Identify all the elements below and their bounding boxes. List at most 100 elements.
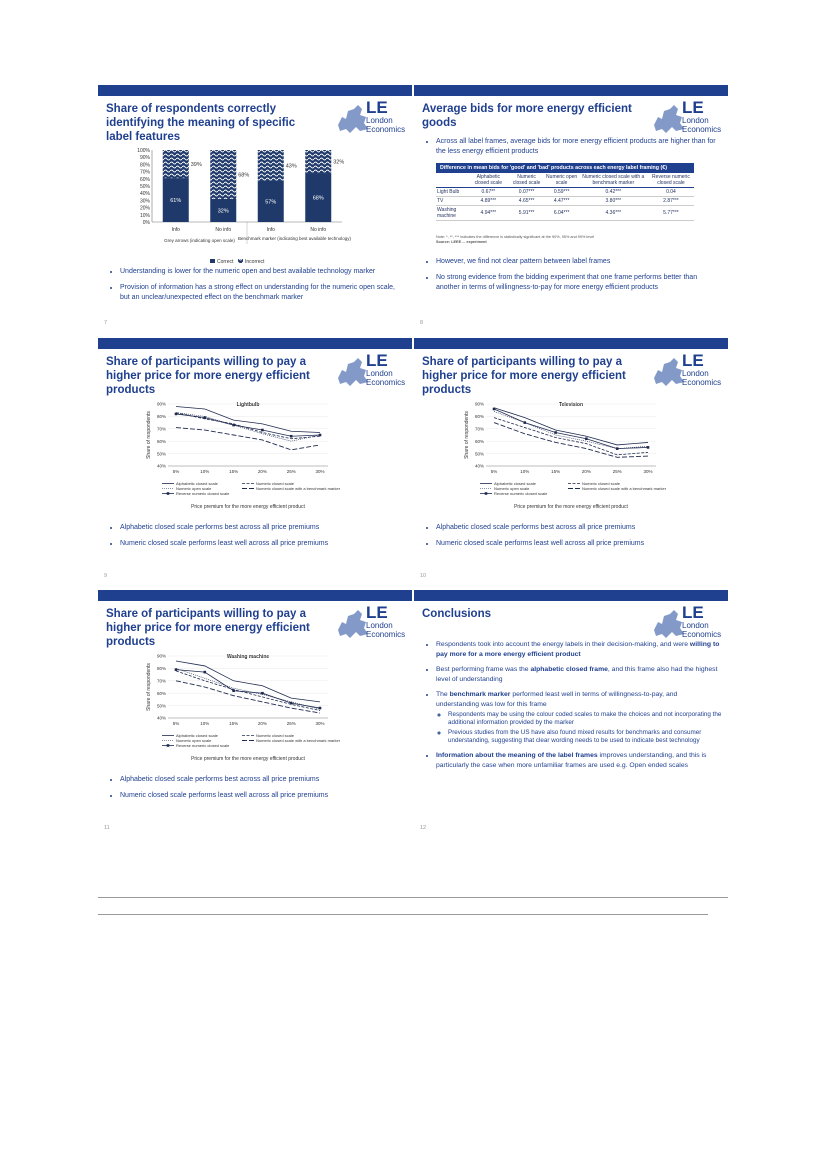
table-header: Numeric open scale	[544, 173, 579, 188]
legend-marker	[166, 492, 170, 495]
slide-7: Share of respondents correctly identifyi…	[98, 85, 412, 330]
y-tick-label: 20%	[140, 206, 151, 212]
series-line	[175, 412, 321, 442]
data-point	[261, 691, 264, 695]
table-row: Washing machine 4.94*** 5.91*** 6.04*** 4.36…	[436, 205, 694, 221]
y-tick-label: 60%	[140, 177, 151, 183]
table-cell: 0.59***	[544, 187, 579, 197]
slide-title: Share of participants willing to pay a h…	[422, 356, 626, 396]
bullet: No strong evidence from the bidding expe…	[436, 273, 719, 293]
y-tick-label: 50%	[475, 451, 484, 456]
y-tick-label: 50%	[140, 184, 151, 190]
bullet: Alphabetic closed scale performs best ac…	[120, 523, 403, 533]
x-tick-label: 10%	[200, 469, 209, 474]
y-tick-label: 0%	[143, 220, 151, 226]
legend-label: Incorrect	[245, 259, 265, 265]
table-cell: 4.36***	[578, 205, 648, 221]
y-tick-label: 40%	[157, 464, 166, 469]
data-point	[261, 428, 264, 432]
legend-label: Numeric closed scale with a benchmark ma…	[582, 486, 667, 491]
logo-line2: Economics	[366, 125, 406, 134]
bullet-text: , and this frame also had the highest le…	[436, 666, 718, 683]
x-tick-label: 15%	[229, 721, 238, 726]
table-cell: TV	[436, 196, 468, 206]
logo-le: LE	[366, 351, 388, 370]
logo-line1: London	[366, 116, 393, 125]
slide-9: Share of participants willing to pay a h…	[98, 338, 412, 583]
x-tick-label: 5%	[491, 469, 498, 474]
x-axis-label: Price premium for the more energy effici…	[191, 504, 305, 510]
slide-bullets: Understanding is lower for the numeric o…	[108, 267, 403, 309]
y-tick-label: 90%	[140, 155, 151, 161]
logo-line1: London	[366, 369, 393, 378]
stacked-bar-chart: 0%10%20% 30%40%50%60%70% 80%90%100% 61% 39% I…	[137, 148, 352, 265]
slide-title: Share of respondents correctly identifyi…	[106, 103, 296, 143]
bullet: Information about the meaning of the lab…	[436, 751, 722, 770]
slide-10: Share of participants willing to pay a h…	[414, 338, 728, 583]
legend-label: Numeric open scale	[176, 486, 212, 491]
logo-line2: Economics	[682, 630, 722, 639]
x-axis-label: Price premium for the more energy effici…	[514, 504, 628, 510]
table-caption: Difference in mean bids for 'good' and '…	[436, 163, 694, 173]
slide-bullets: Alphabetic closed scale performs best ac…	[108, 775, 403, 807]
legend-label: Alphabetic closed scale	[176, 733, 219, 738]
bullet: The benchmark marker performed least wel…	[436, 690, 722, 745]
table-cell: 4.94***	[468, 205, 509, 221]
y-tick-label: 100%	[137, 148, 150, 154]
bullet-emphasis: Information about the meaning of the lab…	[436, 752, 598, 759]
table-cell: 5.77***	[647, 205, 694, 221]
series-line	[493, 408, 649, 450]
x-tick-label: 15%	[229, 469, 238, 474]
bullet-emphasis: benchmark marker	[449, 691, 511, 698]
y-tick-label: 80%	[157, 414, 166, 419]
data-label-correct: 61%	[170, 198, 181, 204]
slide-title: Average bids for more energy efficient g…	[422, 103, 632, 129]
europe-map-icon	[338, 610, 368, 638]
page-number: 10	[420, 573, 427, 579]
x-tick-label: Info	[267, 227, 276, 233]
data-label-correct: 57%	[265, 199, 276, 205]
data-point	[554, 431, 557, 434]
sub-bullet: Previous studies from the US have also f…	[448, 729, 722, 745]
y-tick-label: 70%	[157, 427, 166, 432]
x-tick-label: 25%	[613, 469, 622, 474]
bullet: Numeric closed scale performs least well…	[436, 539, 719, 549]
y-tick-label: 80%	[140, 162, 151, 168]
x-tick-label: 20%	[258, 469, 267, 474]
slide-11: Share of participants willing to pay a h…	[98, 590, 412, 835]
bar-correct	[210, 198, 237, 222]
table-cell: 4.47***	[544, 196, 579, 206]
data-label-correct: 32%	[218, 208, 229, 214]
data-point	[318, 433, 322, 437]
y-tick-label: 70%	[157, 679, 166, 684]
page-number: 12	[420, 825, 427, 831]
bullet: However, we find not clear pattern betwe…	[436, 257, 719, 267]
slide-header-bar	[98, 338, 412, 349]
table-row: Light Bulb 0.67** 0.07*** 0.59*** 0.42*** 0.0…	[436, 187, 694, 197]
series-line	[175, 668, 321, 710]
bullet-text: Respondents took into account the energy…	[436, 641, 690, 648]
legend-label: Numeric closed scale with a benchmark ma…	[256, 738, 341, 743]
table-header: Alphabetic closed scale	[468, 173, 509, 188]
series-line	[175, 412, 321, 440]
legend-swatch-incorrect	[238, 259, 243, 263]
bar-correct	[305, 173, 332, 222]
table-cell: 0.04	[647, 187, 694, 197]
table-row: TV 4.89*** 4.65*** 4.47*** 3.80*** 2.87***	[436, 196, 694, 206]
x-tick-label: 30%	[315, 469, 324, 474]
data-label-incorrect: 68%	[238, 172, 249, 178]
line-chart-lightbulb: Lightbulb 40% 50% 60% 70% 80% 90% 5% 10% 15% 20% 25…	[146, 402, 341, 510]
bullet: Numeric closed scale performs least well…	[120, 791, 403, 801]
bullet: Across all label frames, average bids fo…	[436, 137, 719, 157]
x-tick-label: 20%	[582, 469, 591, 474]
x-tick-label: 30%	[643, 469, 652, 474]
legend-marker	[484, 492, 488, 495]
legend-label: Reverse numeric closed scale	[176, 743, 230, 748]
logo-line1: London	[682, 116, 709, 125]
y-tick-label: 80%	[157, 666, 166, 671]
legend-label: Correct	[217, 259, 234, 265]
slide-12: Conclusions LE London Economics Responde…	[414, 590, 728, 835]
bullet-text: Best performing frame was the	[436, 666, 531, 673]
y-tick-label: 90%	[157, 402, 166, 407]
group-label: Benchmark marker (indicating best availa…	[238, 236, 352, 241]
